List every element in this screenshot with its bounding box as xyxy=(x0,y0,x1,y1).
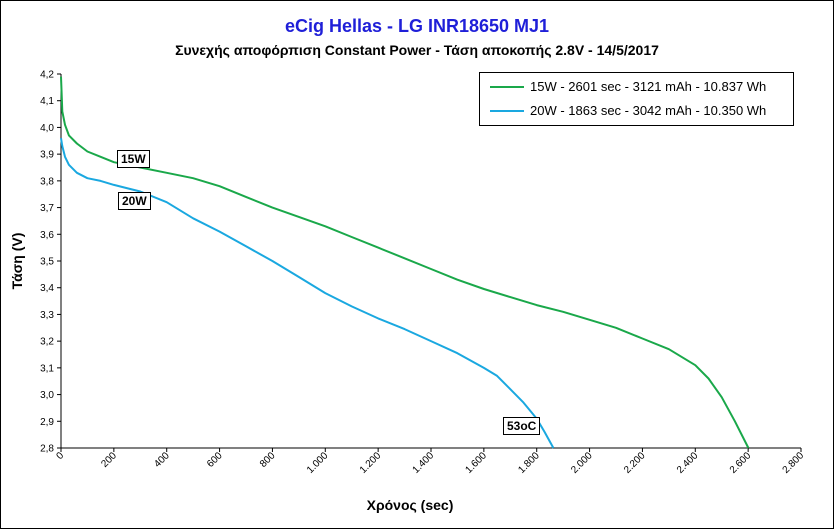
legend-item-20w: 20W - 1863 sec - 3042 mAh - 10.350 Wh xyxy=(480,101,793,121)
legend: 15W - 2601 sec - 3121 mAh - 10.837 Wh 20… xyxy=(479,72,794,126)
chart-title: eCig Hellas - LG INR18650 MJ1 xyxy=(284,16,550,36)
y-tick-label: 3,3 xyxy=(40,310,54,321)
annotation-15w: 15W xyxy=(117,150,150,168)
y-tick-label: 4,2 xyxy=(40,70,54,81)
y-tick-label: 2,9 xyxy=(40,417,54,428)
y-ticks: 2,8 2,9 3,0 3,1 3,2 3,3 3,4 3,5 3,6 3,7 3,8 3,9 4,0 4… xyxy=(40,70,61,455)
x-tick-label: 2.800 xyxy=(781,450,807,476)
y-tick-label: 3,5 xyxy=(40,257,54,268)
x-tick-label: 2.600 xyxy=(728,450,754,476)
y-tick-label: 3,2 xyxy=(40,337,54,348)
series-lines xyxy=(60,76,750,449)
legend-swatch-20w xyxy=(490,110,524,112)
y-tick-label: 3,0 xyxy=(40,390,54,401)
y-tick-label: 3,7 xyxy=(40,203,54,214)
x-tick-label: 0 xyxy=(54,450,66,462)
x-ticks: 0 200 400 600 800 1.000 1.200 1.400 1.600 1.800 2.… xyxy=(54,448,806,476)
y-tick-label: 3,6 xyxy=(40,230,54,241)
series-line-15w xyxy=(60,76,750,449)
x-tick-label: 200 xyxy=(99,450,119,470)
legend-item-15w: 15W - 2601 sec - 3121 mAh - 10.837 Wh xyxy=(480,77,793,97)
legend-swatch-15w xyxy=(490,86,524,88)
x-tick-label: 1.200 xyxy=(358,450,384,476)
y-tick-label: 2,8 xyxy=(40,444,54,455)
series-line-20w xyxy=(60,137,555,449)
x-tick-label: 2.200 xyxy=(622,450,648,476)
x-tick-label: 1.600 xyxy=(464,450,490,476)
y-axis-title: Τάση (V) xyxy=(9,233,25,290)
x-tick-label: 800 xyxy=(258,450,278,470)
x-tick-label: 1.400 xyxy=(411,450,437,476)
x-tick-label: 600 xyxy=(205,450,225,470)
x-axis-title: Χρόνος (sec) xyxy=(367,497,454,513)
y-tick-label: 4,1 xyxy=(40,96,54,107)
annotation-20w: 20W xyxy=(118,192,151,210)
plot-area xyxy=(61,74,801,448)
x-tick-label: 400 xyxy=(152,450,172,470)
y-tick-label: 3,8 xyxy=(40,176,54,187)
y-tick-label: 3,9 xyxy=(40,150,54,161)
x-tick-label: 1.800 xyxy=(516,450,542,476)
y-tick-label: 3,1 xyxy=(40,363,54,374)
y-tick-label: 3,4 xyxy=(40,283,54,294)
annotation-temperature: 53oC xyxy=(503,417,541,435)
x-tick-label: 2.400 xyxy=(675,450,701,476)
x-tick-label: 1.000 xyxy=(305,450,331,476)
legend-label-20w: 20W - 1863 sec - 3042 mAh - 10.350 Wh xyxy=(530,103,767,118)
x-tick-label: 2.000 xyxy=(569,450,595,476)
y-tick-label: 4,0 xyxy=(40,123,54,134)
legend-label-15w: 15W - 2601 sec - 3121 mAh - 10.837 Wh xyxy=(530,79,767,94)
chart-subtitle: Συνεχής αποφόρπιση Constant Power - Τάση… xyxy=(175,42,659,58)
